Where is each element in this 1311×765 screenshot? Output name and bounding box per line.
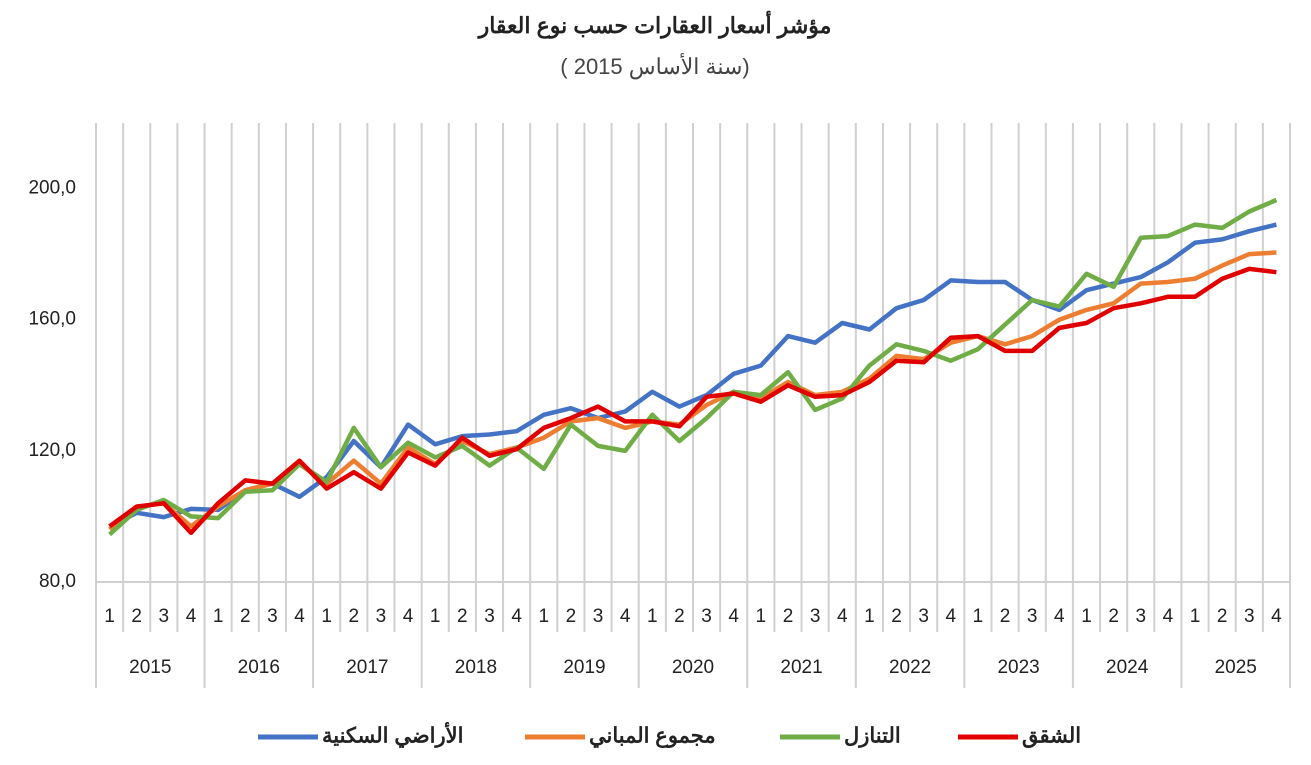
x-tick-label: 4 bbox=[1054, 606, 1065, 627]
x-tick-label: 1 bbox=[864, 606, 875, 627]
x-tick-label: 4 bbox=[294, 606, 305, 627]
x-tick-label: 3 bbox=[1027, 606, 1038, 627]
y-tick-label: 200,0 bbox=[28, 178, 76, 199]
x-group-label: 2017 bbox=[346, 657, 388, 678]
x-tick-label: 2 bbox=[1217, 606, 1228, 627]
x-group-label: 2020 bbox=[672, 657, 714, 678]
x-tick-label: 1 bbox=[756, 606, 767, 627]
x-tick-label: 1 bbox=[647, 606, 658, 627]
y-tick-label: 160,0 bbox=[28, 309, 76, 330]
x-tick-label: 3 bbox=[1244, 606, 1255, 627]
x-tick-label: 2 bbox=[783, 606, 794, 627]
y-tick-label: 120,0 bbox=[28, 440, 76, 461]
x-tick-label: 4 bbox=[1271, 606, 1282, 627]
y-tick-label: 80,0 bbox=[39, 571, 76, 592]
x-group-label: 2015 bbox=[129, 657, 171, 678]
chart-title: مؤشر أسعار العقارات حسب نوع العقار bbox=[477, 10, 832, 39]
x-tick-label: 2 bbox=[1108, 606, 1119, 627]
x-tick-label: 3 bbox=[701, 606, 712, 627]
x-tick-label: 1 bbox=[1081, 606, 1092, 627]
x-tick-label: 4 bbox=[946, 606, 957, 627]
x-group-label: 2021 bbox=[780, 657, 822, 678]
x-tick-label: 2 bbox=[131, 606, 142, 627]
x-tick-label: 1 bbox=[973, 606, 984, 627]
x-tick-label: 2 bbox=[457, 606, 468, 627]
x-tick-label: 1 bbox=[538, 606, 549, 627]
x-tick-label: 4 bbox=[620, 606, 631, 627]
x-group-label: 2025 bbox=[1215, 657, 1257, 678]
series-line bbox=[108, 222, 1277, 529]
x-group-label: 2023 bbox=[997, 657, 1039, 678]
x-tick-label: 4 bbox=[1163, 606, 1174, 627]
x-tick-label: 3 bbox=[267, 606, 278, 627]
x-group-label: 2019 bbox=[563, 657, 605, 678]
x-tick-label: 4 bbox=[511, 606, 522, 627]
x-tick-label: 1 bbox=[104, 606, 115, 627]
x-tick-label: 2 bbox=[240, 606, 251, 627]
x-tick-label: 1 bbox=[430, 606, 441, 627]
series-line bbox=[108, 266, 1277, 536]
x-tick-label: 3 bbox=[918, 606, 929, 627]
legend-label: الأراضي السكنية bbox=[322, 722, 463, 749]
x-tick-label: 3 bbox=[159, 606, 170, 627]
x-tick-label: 4 bbox=[837, 606, 848, 627]
x-tick-label: 2 bbox=[891, 606, 902, 627]
x-tick-label: 2 bbox=[1000, 606, 1011, 627]
x-tick-label: 3 bbox=[376, 606, 387, 627]
x-tick-label: 2 bbox=[349, 606, 360, 627]
x-tick-label: 3 bbox=[810, 606, 821, 627]
x-tick-label: 3 bbox=[1135, 606, 1146, 627]
x-tick-label: 1 bbox=[213, 606, 224, 627]
x-tick-label: 4 bbox=[403, 606, 414, 627]
chart-subtitle: (سنة الأساس 2015 ) bbox=[560, 52, 749, 80]
x-tick-label: 3 bbox=[484, 606, 495, 627]
x-tick-label: 3 bbox=[593, 606, 604, 627]
x-group-label: 2022 bbox=[889, 657, 931, 678]
x-group-label: 2018 bbox=[455, 657, 497, 678]
x-tick-label: 4 bbox=[186, 606, 197, 627]
x-tick-label: 2 bbox=[674, 606, 685, 627]
legend-label: التنازل bbox=[844, 725, 901, 749]
x-group-label: 2016 bbox=[238, 657, 280, 678]
x-tick-label: 1 bbox=[1190, 606, 1201, 627]
x-group-label: 2024 bbox=[1106, 657, 1149, 678]
x-tick-label: 4 bbox=[728, 606, 739, 627]
x-tick-label: 2 bbox=[566, 606, 577, 627]
x-tick-label: 1 bbox=[321, 606, 332, 627]
legend-label: مجموع المباني bbox=[589, 725, 716, 749]
legend-label: الشقق bbox=[1022, 725, 1081, 749]
